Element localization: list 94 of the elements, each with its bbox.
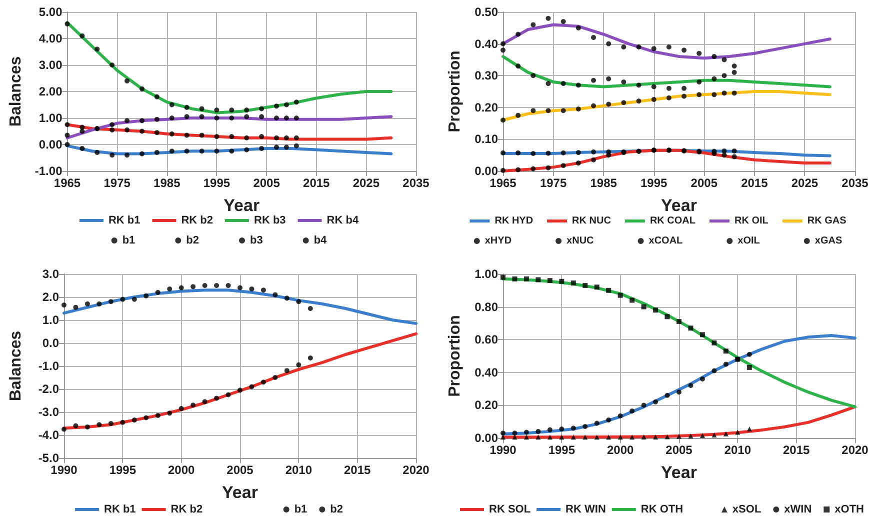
x-tick-label: 1995 [109, 463, 136, 477]
x-tick-label: 2025 [352, 176, 380, 190]
x-axis-title: Year [661, 463, 698, 482]
x-tick-label: 2015 [741, 176, 768, 190]
legend-label: b2 [330, 504, 344, 516]
x-tick-label: 1985 [590, 176, 618, 190]
y-axis-title: Balances [8, 330, 24, 402]
x-tick-label: 2000 [606, 443, 634, 457]
y-axis-title: Balances [8, 56, 24, 127]
legend-label: xWIN [784, 504, 812, 516]
legend-label: xHYD [484, 236, 512, 246]
legend-label: RK b1 [104, 504, 136, 516]
legend-label: b1 [294, 504, 308, 516]
x-tick-label: 1995 [203, 176, 230, 190]
y-tick-label: 0.00 [474, 164, 498, 178]
y-tick-label: 0.40 [474, 36, 498, 51]
y-tick-label: 3.0 [42, 267, 60, 281]
x-tick-label: 2020 [402, 463, 430, 477]
x-tick-label: 2015 [303, 176, 330, 190]
legend-label: RK WIN [566, 504, 606, 516]
y-tick-label: 1.00 [38, 111, 63, 125]
legend-label: xNUC [566, 236, 594, 246]
legend-label: RK OTH [640, 504, 684, 516]
x-axis-title: Year [224, 196, 260, 215]
legend-label: RK GAS [807, 216, 847, 226]
y-tick-label: 5.00 [38, 5, 63, 19]
y-tick-label: 0.0 [42, 336, 60, 350]
y-tick-label: 1.00 [474, 267, 498, 281]
legend-label: RK NUC [572, 216, 611, 226]
y-tick-label: 0.20 [474, 398, 498, 412]
y-axis-title: Proportion [446, 315, 464, 397]
y-tick-label: -1.0 [38, 359, 60, 373]
legend-label: xSOL [732, 504, 762, 516]
y-tick-label: -2.0 [38, 382, 60, 396]
y-axis-title: Proportion [446, 50, 464, 132]
legend-label: xCOAL [648, 236, 683, 246]
y-tick-label: 0.50 [474, 5, 498, 19]
x-tick-label: 2005 [226, 463, 254, 477]
legend-label: RK OIL [734, 216, 768, 226]
legend-label: RK COAL [650, 216, 696, 226]
x-tick-label: 1990 [490, 443, 517, 457]
legend-label: RK b4 [326, 214, 360, 226]
x-tick-label: 2020 [842, 443, 869, 457]
legend-label: b2 [186, 234, 200, 246]
legend-label: RK b2 [181, 214, 213, 226]
y-tick-label: 2.0 [42, 290, 60, 304]
x-tick-label: 2035 [402, 176, 430, 190]
legend-label: xGAS [814, 236, 842, 246]
legend-label: RK b3 [254, 214, 286, 226]
legend-label: RK b2 [170, 504, 203, 516]
legend-label: RK b1 [108, 214, 140, 226]
legend-label: RK SOL [489, 504, 531, 516]
y-tick-label: -3.0 [38, 405, 60, 419]
x-tick-label: 1965 [54, 176, 81, 190]
y-tick-label: -5.0 [38, 451, 60, 465]
x-tick-label: 1990 [50, 463, 78, 477]
x-axis-title: Year [222, 483, 258, 502]
x-tick-label: 1975 [104, 176, 131, 190]
x-tick-label: 2005 [690, 176, 718, 190]
x-tick-label: 2015 [344, 463, 372, 477]
legend-label: xOTH [834, 504, 864, 516]
y-tick-label: 0.30 [474, 68, 498, 83]
legend-label: RK HYD [494, 216, 534, 226]
x-tick-label: 1995 [640, 176, 668, 190]
x-tick-label: 2035 [842, 176, 869, 190]
x-tick-label: 1995 [548, 443, 576, 457]
legend-label: b1 [122, 234, 136, 246]
x-tick-label: 1975 [540, 176, 567, 190]
x-tick-label: 2005 [253, 176, 280, 190]
y-tick-label: 3.00 [38, 58, 63, 72]
y-tick-label: -4.0 [38, 428, 60, 442]
x-tick-label: 1965 [490, 176, 517, 190]
y-tick-label: -1.00 [34, 164, 63, 178]
y-tick-label: 0.00 [474, 431, 498, 445]
legend-label: b4 [314, 234, 328, 246]
y-tick-label: 0.60 [474, 332, 498, 347]
x-axis-title: Year [661, 196, 698, 215]
y-tick-label: 2.00 [38, 84, 63, 98]
x-tick-label: 2005 [666, 443, 693, 457]
y-tick-label: 1.0 [42, 313, 60, 327]
y-tick-label: 0.80 [474, 300, 498, 314]
y-tick-label: 0.20 [474, 100, 498, 114]
x-tick-label: 1985 [154, 176, 181, 190]
y-tick-label: 0.40 [474, 365, 498, 380]
x-tick-label: 2010 [285, 463, 312, 477]
x-tick-label: 2000 [168, 463, 196, 477]
y-tick-label: 0.10 [474, 132, 498, 146]
x-tick-label: 2025 [791, 176, 818, 190]
y-tick-label: 4.00 [38, 32, 63, 46]
y-tick-label: 0.00 [38, 138, 63, 152]
legend-label: xOIL [738, 236, 760, 246]
x-tick-label: 2015 [782, 443, 810, 457]
legend-label: b3 [250, 234, 263, 246]
x-tick-label: 2010 [724, 443, 752, 457]
